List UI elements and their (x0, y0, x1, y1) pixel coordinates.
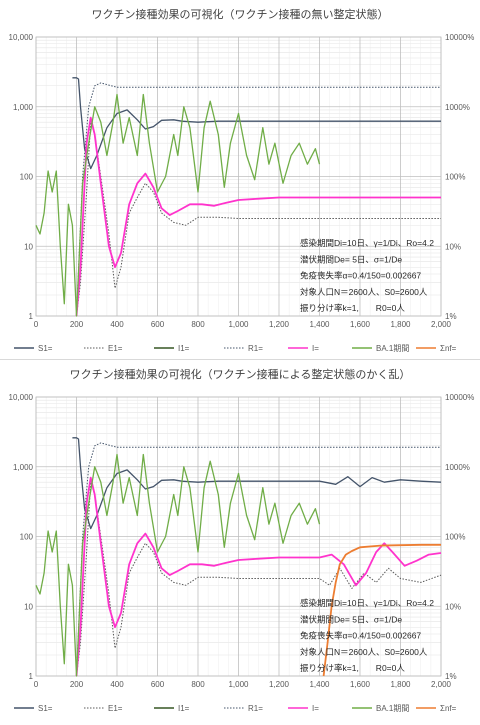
y2-tick-label: 100% (445, 533, 465, 542)
x-tick-label: 1,000 (228, 680, 249, 689)
y-tick-label: 100 (20, 533, 34, 542)
series-line-4 (75, 116, 441, 317)
annotation-text: 免疫喪失率α=0.4/150=0.002667 (300, 631, 421, 641)
chart-svg-bottom: ワクチン接種効果の可視化（ワクチン接種による整定状態のかく乱） 1 10 100 1,0… (9, 367, 475, 713)
x-tick-label: 1,400 (309, 320, 330, 329)
legend-label: Σnf= (440, 704, 457, 713)
series-line-0 (72, 77, 441, 170)
x-tick-label: 400 (110, 680, 124, 689)
y-tick-label: 1,000 (13, 463, 34, 472)
legend-label: R1= (248, 344, 263, 353)
x-tick-label: 1,200 (269, 680, 290, 689)
y2-tick-label: 100% (445, 173, 465, 182)
series-line-3 (76, 82, 441, 317)
legend-label: I= (312, 704, 319, 713)
y2-tick-label: 10000% (445, 33, 474, 42)
y-tick-label: 1 (29, 312, 34, 321)
annotation-text: 対象人口N＝2600人、S0=2600人 (300, 287, 428, 297)
x-tick-label: 2,000 (431, 680, 452, 689)
legend-label: I= (312, 344, 319, 353)
y-tick-label: 10,000 (9, 33, 34, 42)
chart-title: ワクチン接種効果の可視化（ワクチン接種の無い整定状態） (92, 7, 389, 21)
annotation-text: 免疫喪失率α=0.4/150=0.002667 (300, 271, 421, 281)
y2-tick-label: 10% (445, 602, 461, 611)
plot-area (35, 396, 442, 677)
legend-label: S1= (38, 344, 53, 353)
legend-label: E1= (108, 704, 123, 713)
legend-label: S1= (38, 704, 53, 713)
y2-tick-label: 10% (445, 242, 461, 251)
y-tick-label: 10 (24, 602, 33, 611)
x-tick-label: 200 (70, 320, 84, 329)
annotation-text: 振り分け率k=1, R0=0人 (300, 663, 405, 673)
y-tick-label: 1 (29, 672, 34, 681)
series-line-5 (35, 93, 321, 317)
x-tick-label: 200 (70, 680, 84, 689)
x-tick-label: 1,600 (350, 680, 371, 689)
x-tick-label: 800 (191, 320, 205, 329)
series-line-0 (72, 437, 442, 530)
y2-tick-label: 1% (445, 672, 457, 681)
annotation-text: 潜伏期間De= 5日、σ=1/De (300, 614, 402, 624)
y-tick-label: 100 (20, 173, 34, 182)
chart-panel-top: ワクチン接種効果の可視化（ワクチン接種の無い整定状態） 1 10 100 1,000 10… (0, 0, 480, 360)
series-line-4 (75, 476, 442, 677)
series-line-1 (76, 121, 441, 317)
y-tick-label: 1,000 (13, 103, 34, 112)
chart-panel-bottom: ワクチン接種効果の可視化（ワクチン接種による整定状態のかく乱） 1 10 100 1,0… (0, 360, 480, 720)
x-tick-label: 600 (151, 320, 165, 329)
chart-title: ワクチン接種効果の可視化（ワクチン接種による整定状態のかく乱） (70, 367, 411, 381)
y2-tick-label: 1000% (445, 463, 470, 472)
x-tick-label: 0 (34, 680, 39, 689)
series-line-5 (35, 453, 321, 677)
x-tick-label: 800 (191, 680, 205, 689)
y2-tick-label: 10000% (445, 393, 474, 402)
legend-label: R1= (248, 704, 263, 713)
y2-tick-label: 1% (445, 312, 457, 321)
x-tick-label: 1,200 (269, 320, 290, 329)
x-tick-label: 0 (34, 320, 39, 329)
legend-label: I1= (178, 704, 190, 713)
x-tick-label: 600 (151, 680, 165, 689)
annotation-text: 振り分け率k=1, R0=0人 (300, 303, 405, 313)
x-tick-label: 1,600 (350, 320, 371, 329)
series-line-1 (76, 481, 442, 677)
chart-svg-top: ワクチン接種効果の可視化（ワクチン接種の無い整定状態） 1 10 100 1,000 10… (9, 7, 475, 353)
annotation-text: 感染期間Di=10日、γ=1/Di、Ro=4.2 (300, 598, 434, 608)
panel-divider (0, 359, 480, 360)
x-tick-label: 400 (110, 320, 124, 329)
plot-area (35, 36, 442, 317)
annotation-text: 対象人口N＝2600人、S0=2600人 (300, 647, 428, 657)
x-tick-label: 1,800 (390, 320, 411, 329)
series-line-6 (322, 543, 441, 677)
x-tick-label: 1,400 (309, 680, 330, 689)
y-tick-label: 10 (24, 242, 33, 251)
legend-label: BA.1期間 (376, 344, 409, 353)
x-tick-label: 1,800 (390, 680, 411, 689)
x-tick-label: 1,000 (228, 320, 249, 329)
x-tick-label: 2,000 (431, 320, 452, 329)
legend-label: Σnf= (440, 344, 457, 353)
legend-label: E1= (108, 344, 123, 353)
legend-label: I1= (178, 344, 190, 353)
y2-tick-label: 1000% (445, 103, 470, 112)
series-line-3 (76, 442, 441, 677)
legend-label: BA.1期間 (376, 704, 409, 713)
annotation-text: 潜伏期間De= 5日、σ=1/De (300, 254, 402, 264)
y-tick-label: 10,000 (9, 393, 34, 402)
annotation-text: 感染期間Di=10日、γ=1/Di、Ro=4.2 (300, 238, 434, 248)
